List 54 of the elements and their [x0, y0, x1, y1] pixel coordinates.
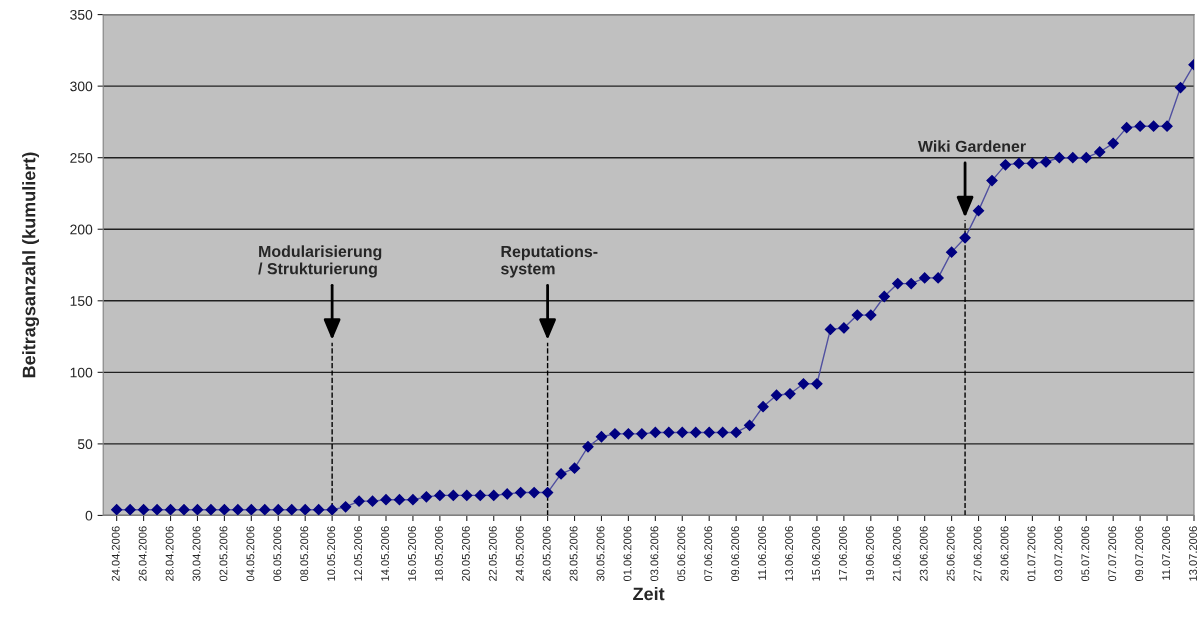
x-tick-label: 11.07.2006	[1162, 526, 1171, 580]
y-tick-label: 300	[70, 81, 93, 92]
x-tick-label: 13.06.2006	[785, 526, 793, 581]
x-tick-label: 09.06.2006	[731, 526, 740, 582]
x-tick-label: 07.06.2006	[704, 526, 713, 582]
x-tick-label: 16.05.2006	[408, 526, 416, 581]
x-tick-label: 15.06.2006	[812, 526, 820, 581]
y-tick-label: 200	[70, 224, 93, 235]
x-tick-label: 30.04.2006	[192, 526, 201, 582]
x-tick-label: 26.05.2006	[542, 526, 551, 581]
x-tick-label: 28.04.2006	[165, 526, 174, 581]
x-tick-label: 24.05.2006	[515, 526, 524, 581]
x-tick-label: 27.06.2006	[973, 526, 982, 581]
x-tick-label: 23.06.2006	[919, 526, 928, 581]
y-tick-label: 100	[70, 367, 93, 378]
x-tick-label: 30.05.2006	[596, 526, 605, 582]
y-tick-label: 0	[85, 510, 93, 521]
x-tick-label: 01.07.2006	[1027, 526, 1036, 582]
x-tick-label: 05.06.2006	[677, 526, 686, 582]
x-tick-label: 14.05.2006	[381, 526, 389, 581]
x-tick-label: 24.04.2006	[111, 526, 120, 581]
y-tick-label: 350	[70, 9, 93, 20]
y-tick-label: 150	[70, 296, 93, 306]
x-tick-label: 11.06.2006	[758, 526, 767, 580]
x-tick-label: 29.06.2006	[1000, 526, 1009, 581]
x-tick-label: 20.05.2006	[461, 526, 470, 581]
x-tick-label: 03.06.2006	[650, 526, 659, 582]
x-tick-label: 06.05.2006	[273, 526, 282, 582]
x-tick-label: 28.05.2006	[569, 526, 578, 581]
x-axis-title: Zeit	[633, 587, 665, 601]
x-tick-label: 26.04.2006	[138, 526, 147, 581]
x-tick-label: 02.05.2006	[219, 526, 228, 582]
x-tick-label: 08.05.2006	[300, 526, 309, 582]
x-tick-label: 05.07.2006	[1081, 526, 1090, 582]
x-tick-label: 22.05.2006	[488, 526, 497, 581]
x-tick-label: 13.07.2006	[1189, 526, 1197, 581]
x-tick-label: 19.06.2006	[865, 526, 874, 581]
x-tick-label: 17.06.2006	[838, 526, 847, 581]
y-tick-label: 50	[77, 439, 93, 450]
x-tick-label: 12.05.2006	[354, 526, 363, 581]
x-tick-label: 07.07.2006	[1108, 526, 1117, 582]
x-tick-label: 01.06.2006	[623, 526, 632, 582]
x-tick-label: 04.05.2006	[246, 526, 255, 582]
y-axis-title: Beitragsanzahl (kumuliert)	[22, 152, 40, 378]
x-tick-label: 21.06.2006	[892, 526, 901, 581]
x-tick-label: 10.05.2006	[327, 526, 336, 581]
x-tick-label: 18.05.2006	[434, 526, 443, 581]
ref-line-label: Reputations- system	[501, 245, 598, 278]
x-tick-label: 09.07.2006	[1135, 526, 1144, 582]
ref-line-label: Wiki Gardener	[917, 140, 1026, 153]
x-tick-label: 25.06.2006	[946, 526, 955, 581]
y-tick-label: 250	[70, 153, 93, 163]
ref-line-label: Modularisierung / Strukturierung	[258, 245, 382, 278]
x-tick-label: 03.07.2006	[1054, 526, 1063, 582]
